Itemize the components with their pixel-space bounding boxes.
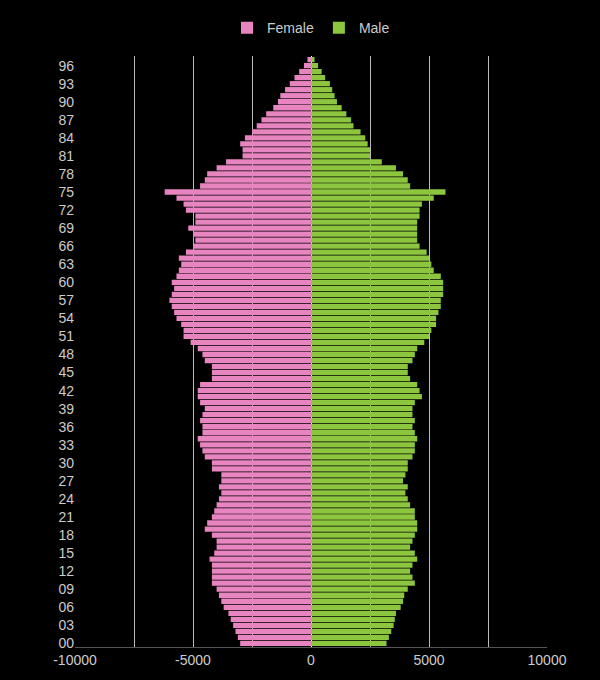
svg-text:90: 90 — [58, 94, 74, 110]
svg-text:78: 78 — [58, 166, 74, 182]
svg-text:48: 48 — [58, 346, 74, 362]
svg-text:15: 15 — [58, 545, 74, 561]
svg-text:39: 39 — [58, 401, 74, 417]
svg-text:09: 09 — [58, 581, 74, 597]
svg-text:69: 69 — [58, 220, 74, 236]
svg-text:84: 84 — [58, 130, 74, 146]
svg-text:63: 63 — [58, 256, 74, 272]
svg-text:10000: 10000 — [528, 652, 567, 668]
svg-text:-10000: -10000 — [53, 652, 97, 668]
svg-text:Male: Male — [359, 20, 390, 36]
svg-text:60: 60 — [58, 274, 74, 290]
svg-text:42: 42 — [58, 383, 74, 399]
svg-text:51: 51 — [58, 328, 74, 344]
svg-text:24: 24 — [58, 491, 74, 507]
svg-text:93: 93 — [58, 76, 74, 92]
svg-text:27: 27 — [58, 473, 74, 489]
svg-text:66: 66 — [58, 238, 74, 254]
svg-text:-5000: -5000 — [175, 652, 211, 668]
svg-text:30: 30 — [58, 455, 74, 471]
svg-text:12: 12 — [58, 563, 74, 579]
svg-text:33: 33 — [58, 437, 74, 453]
svg-text:75: 75 — [58, 184, 74, 200]
svg-text:96: 96 — [58, 58, 74, 74]
svg-text:00: 00 — [58, 635, 74, 651]
svg-text:18: 18 — [58, 527, 74, 543]
svg-text:21: 21 — [58, 509, 74, 525]
svg-text:87: 87 — [58, 112, 74, 128]
svg-text:57: 57 — [58, 292, 74, 308]
svg-text:Female: Female — [267, 20, 314, 36]
svg-text:03: 03 — [58, 617, 74, 633]
svg-text:81: 81 — [58, 148, 74, 164]
svg-text:36: 36 — [58, 419, 74, 435]
svg-text:5000: 5000 — [413, 652, 444, 668]
svg-text:06: 06 — [58, 599, 74, 615]
svg-text:54: 54 — [58, 310, 74, 326]
svg-text:0: 0 — [307, 652, 315, 668]
svg-text:45: 45 — [58, 364, 74, 380]
svg-text:72: 72 — [58, 202, 74, 218]
